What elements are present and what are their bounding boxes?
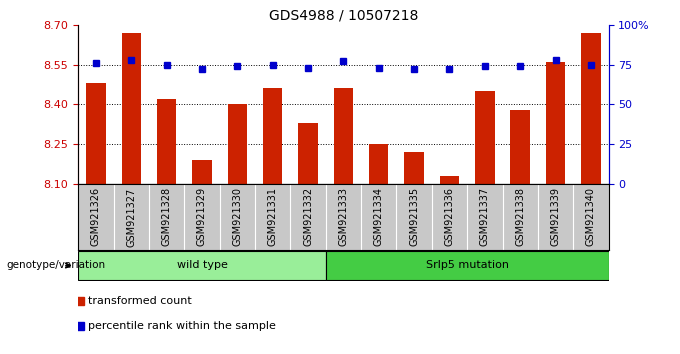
Bar xyxy=(369,144,388,184)
Text: GSM921326: GSM921326 xyxy=(91,187,101,246)
Text: GSM921333: GSM921333 xyxy=(339,187,348,246)
Bar xyxy=(546,62,565,184)
Bar xyxy=(192,160,211,184)
Bar xyxy=(122,33,141,184)
Text: GSM921336: GSM921336 xyxy=(445,187,454,246)
Text: GSM921331: GSM921331 xyxy=(268,187,277,246)
Text: Srlp5 mutation: Srlp5 mutation xyxy=(426,261,509,270)
Bar xyxy=(334,88,353,184)
Bar xyxy=(86,83,105,184)
Text: GSM921335: GSM921335 xyxy=(409,187,419,246)
Text: genotype/variation: genotype/variation xyxy=(7,261,106,270)
Text: GSM921338: GSM921338 xyxy=(515,187,525,246)
Bar xyxy=(440,176,459,184)
Text: GSM921329: GSM921329 xyxy=(197,187,207,246)
Text: GSM921334: GSM921334 xyxy=(374,187,384,246)
Text: GSM921337: GSM921337 xyxy=(480,187,490,246)
FancyBboxPatch shape xyxy=(326,251,609,280)
Text: GSM921327: GSM921327 xyxy=(126,187,136,247)
Bar xyxy=(405,152,424,184)
Text: wild type: wild type xyxy=(177,261,227,270)
Text: transformed count: transformed count xyxy=(88,296,192,306)
Text: GSM921328: GSM921328 xyxy=(162,187,171,246)
Bar xyxy=(581,33,600,184)
Text: GSM921330: GSM921330 xyxy=(233,187,242,246)
Text: GSM921339: GSM921339 xyxy=(551,187,560,246)
Text: GDS4988 / 10507218: GDS4988 / 10507218 xyxy=(269,9,418,23)
Bar xyxy=(475,91,494,184)
Bar xyxy=(263,88,282,184)
Text: GSM921340: GSM921340 xyxy=(586,187,596,246)
Bar xyxy=(228,104,247,184)
Text: percentile rank within the sample: percentile rank within the sample xyxy=(88,321,275,331)
FancyBboxPatch shape xyxy=(78,251,326,280)
Bar xyxy=(511,110,530,184)
Text: GSM921332: GSM921332 xyxy=(303,187,313,246)
Bar xyxy=(299,123,318,184)
Bar xyxy=(157,99,176,184)
